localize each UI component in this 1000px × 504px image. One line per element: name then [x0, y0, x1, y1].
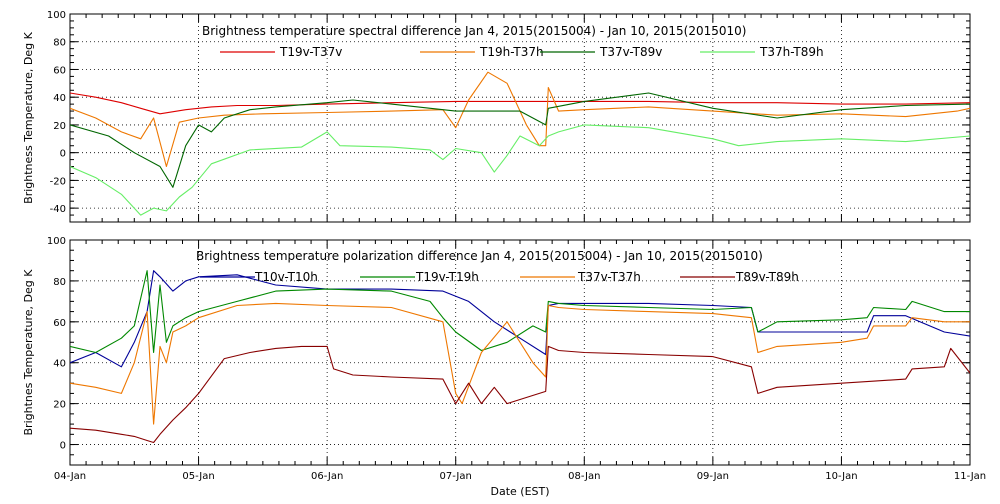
y-tick-label: -20 — [50, 176, 66, 187]
series-line-T37h-T89h — [70, 124, 970, 216]
y-tick-label: 40 — [53, 359, 66, 370]
series-group — [70, 270, 970, 444]
legend-label-T89v-T89h: T89v-T89h — [735, 270, 799, 284]
x-tick-label: 07-Jan — [440, 471, 472, 482]
chart-title: Brightness temperature polarization diff… — [196, 249, 763, 263]
x-axis-label: Date (EST) — [490, 485, 549, 498]
y-tick-label: 0 — [60, 149, 66, 160]
legend-label-T10v-T10h: T10v-T10h — [254, 270, 318, 284]
x-tick-label: 04-Jan — [54, 471, 86, 482]
x-tick-label: 11-Jan — [954, 471, 986, 482]
y-tick-label: 100 — [47, 236, 66, 247]
series-line-T19v-T19h — [70, 270, 970, 354]
y-tick-label: 80 — [53, 277, 66, 288]
series-line-T37v-T89v — [70, 92, 970, 188]
series-line-T89v-T89h — [70, 345, 970, 444]
y-tick-label: 40 — [53, 93, 66, 104]
y-tick-label: -40 — [50, 204, 66, 215]
y-axis-label: Brightnes Temperature, Deg K — [22, 269, 35, 436]
plot-frame — [69, 239, 971, 466]
legend-label-T37v-T89v: T37v-T89v — [599, 45, 662, 59]
legend-label-T19h-T37h: T19h-T37h — [479, 45, 544, 59]
series-line-T19h-T37h — [70, 71, 970, 168]
y-axis-label: Brightness Temperature, Deg K — [22, 31, 35, 203]
x-tick-label: 10-Jan — [825, 471, 857, 482]
legend-label-T37v-T37h: T37v-T37h — [577, 270, 641, 284]
x-tick-label: 06-Jan — [311, 471, 343, 482]
series-line-T10v-T10h — [70, 270, 970, 368]
legend-label-T19v-T19h: T19v-T19h — [415, 270, 479, 284]
series-line-T19v-T37v — [70, 92, 970, 115]
legend-label-T37h-T89h: T37h-T89h — [759, 45, 824, 59]
chart-panel-1: -40 -20 0 20 40 60 80 100 Brightness temperature… — [22, 10, 971, 223]
y-tick-label: 0 — [60, 441, 66, 452]
y-tick-label: 60 — [53, 65, 66, 76]
legend-label-T19v-T37v: T19v-T37v — [279, 45, 342, 59]
x-tick-label: 05-Jan — [182, 471, 214, 482]
y-tick-label: 80 — [53, 38, 66, 49]
x-tick-label: 09-Jan — [697, 471, 729, 482]
y-tick-label: 100 — [47, 10, 66, 21]
series-group — [70, 71, 970, 216]
y-tick-label: 60 — [53, 318, 66, 329]
x-tick-label: 08-Jan — [568, 471, 600, 482]
y-tick-label: 20 — [53, 400, 66, 411]
y-tick-label: 20 — [53, 121, 66, 132]
chart-panel-2: 0 20 40 60 80 100 Brightness temperature polar… — [22, 236, 986, 498]
series-line-T37v-T37h — [70, 302, 970, 425]
chart-title: Brightness temperature spectral differen… — [202, 24, 746, 38]
